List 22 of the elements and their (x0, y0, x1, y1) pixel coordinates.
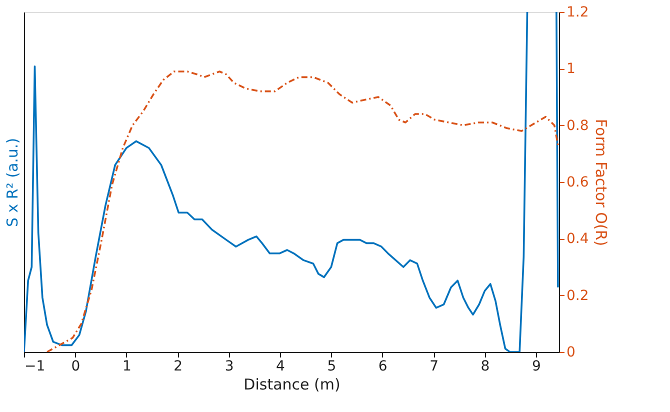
x-tick-label: 8 (480, 358, 490, 374)
y2-tick-label: 0 (566, 344, 576, 360)
y2-axis-title: Form Factor O(R) (592, 118, 610, 246)
y2-tick-label: 0.2 (566, 288, 589, 304)
x-tick-label: 0 (71, 358, 80, 374)
y2-tick-label: 1.2 (566, 4, 589, 20)
y2-tick-label: 0.4 (566, 231, 589, 248)
x-tick-label: −1 (24, 358, 46, 374)
y2-tick-label: 1 (566, 61, 576, 78)
x-tick-label: 3 (224, 358, 234, 374)
x-tick-label: 6 (378, 358, 388, 374)
y2-tick-label: 0.6 (566, 174, 589, 190)
y2-tick-label: 0.8 (566, 118, 589, 134)
x-tick-label: 7 (430, 358, 439, 374)
x-tick-label: 2 (174, 358, 183, 374)
x-tick-label: 4 (276, 358, 286, 374)
y-axis-title: S x R² (a.u.) (4, 138, 22, 228)
line-series (46, 70, 559, 352)
x-tick-label: 5 (327, 358, 336, 374)
x-tick-label: 9 (532, 358, 541, 374)
x-axis-title: Distance (m) (244, 376, 340, 394)
x-tick-label: 1 (122, 358, 132, 374)
